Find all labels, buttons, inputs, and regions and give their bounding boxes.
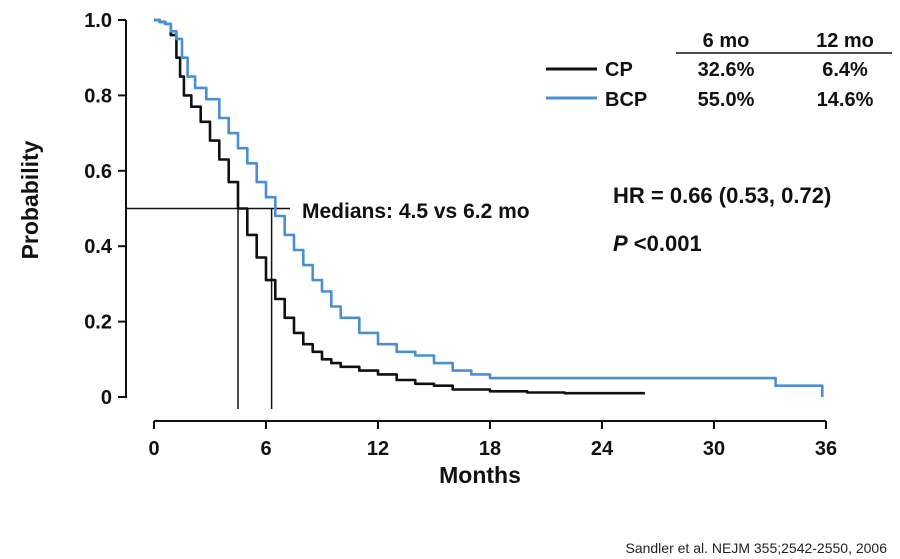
y-tick-label: 0 [101, 387, 112, 409]
x-tick-label: 0 [148, 438, 159, 460]
p-symbol: P [613, 231, 628, 256]
survival-curves [154, 18, 824, 397]
curve-cp [154, 18, 645, 395]
table-header-6mo: 6 mo [703, 30, 750, 52]
x-tick-label: 36 [815, 438, 837, 460]
median-reference-lines [126, 207, 290, 409]
table-cp-12mo: 6.4% [822, 59, 868, 81]
medians-annotation: Medians: 4.5 vs 6.2 mo [302, 200, 530, 223]
y-tick-label: 0.2 [84, 312, 112, 334]
y-tick-label: 0.6 [84, 161, 112, 183]
source-citation: Sandler et al. NEJM 355;2542-2550, 2006 [625, 540, 887, 556]
table-bcp-6mo: 55.0% [698, 89, 755, 111]
y-axis-ticks: 0 0.2 0.4 0.6 0.8 1.0 [84, 10, 126, 409]
hazard-ratio-text: HR = 0.66 (0.53, 0.72) [613, 183, 831, 208]
p-value: <0.001 [628, 231, 702, 256]
y-axis-title: Probability [17, 140, 43, 259]
table-header-12mo: 12 mo [816, 30, 874, 52]
x-tick-label: 18 [479, 438, 501, 460]
x-axis-ticks: 0 6 12 18 24 30 36 [148, 421, 837, 460]
p-value-text: P <0.001 [613, 231, 702, 256]
x-tick-label: 12 [367, 438, 389, 460]
table-cp-6mo: 32.6% [698, 59, 755, 81]
curve-bcp [154, 18, 824, 397]
y-tick-label: 0.4 [84, 236, 113, 258]
legend-label-bcp: BCP [605, 89, 647, 111]
x-tick-label: 6 [260, 438, 271, 460]
y-tick-label: 0.8 [84, 85, 112, 107]
y-tick-label: 1.0 [84, 10, 112, 32]
legend-label-cp: CP [605, 59, 633, 81]
landmark-table: 6 mo 12 mo CP 32.6% 6.4% BCP 55.0% 14.6% [546, 30, 892, 111]
x-tick-label: 24 [591, 438, 614, 460]
x-axis-title: Months [439, 462, 521, 488]
table-bcp-12mo: 14.6% [817, 89, 874, 111]
x-tick-label: 30 [703, 438, 725, 460]
